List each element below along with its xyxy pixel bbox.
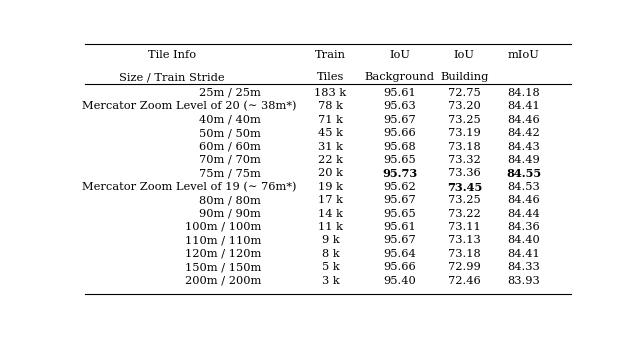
Text: 72.75: 72.75: [448, 88, 481, 98]
Text: 50m / 50m: 50m / 50m: [199, 128, 261, 138]
Text: 95.62: 95.62: [383, 182, 416, 192]
Text: 17 k: 17 k: [318, 195, 343, 205]
Text: Mercator Zoom Level of 20 (∼ 38m*): Mercator Zoom Level of 20 (∼ 38m*): [83, 101, 297, 112]
Text: 95.65: 95.65: [383, 155, 416, 165]
Text: Size / Train Stride: Size / Train Stride: [119, 72, 225, 82]
Text: 84.36: 84.36: [508, 222, 540, 232]
Text: mIoU: mIoU: [508, 50, 540, 60]
Text: 20 k: 20 k: [318, 168, 343, 178]
Text: 95.63: 95.63: [383, 101, 416, 111]
Text: 45 k: 45 k: [318, 128, 343, 138]
Text: 95.67: 95.67: [383, 115, 416, 125]
Text: 11 k: 11 k: [318, 222, 343, 232]
Text: 84.46: 84.46: [508, 115, 540, 125]
Text: 19 k: 19 k: [318, 182, 343, 192]
Text: 8 k: 8 k: [322, 249, 339, 259]
Text: 110m / 110m: 110m / 110m: [185, 235, 261, 245]
Text: 95.67: 95.67: [383, 195, 416, 205]
Text: 100m / 100m: 100m / 100m: [185, 222, 261, 232]
Text: Tiles: Tiles: [317, 72, 344, 82]
Text: 71 k: 71 k: [318, 115, 343, 125]
Text: 120m / 120m: 120m / 120m: [185, 249, 261, 259]
Text: 95.64: 95.64: [383, 249, 416, 259]
Text: 73.13: 73.13: [448, 235, 481, 245]
Text: 73.45: 73.45: [447, 182, 482, 193]
Text: 73.36: 73.36: [448, 168, 481, 178]
Text: 73.11: 73.11: [448, 222, 481, 232]
Text: 25m / 25m: 25m / 25m: [199, 88, 261, 98]
Text: Train: Train: [315, 50, 346, 60]
Text: 73.19: 73.19: [448, 128, 481, 138]
Text: 95.68: 95.68: [383, 142, 416, 151]
Text: 31 k: 31 k: [318, 142, 343, 151]
Text: 84.43: 84.43: [508, 142, 540, 151]
Text: 95.61: 95.61: [383, 222, 416, 232]
Text: 72.46: 72.46: [448, 275, 481, 286]
Text: 90m / 90m: 90m / 90m: [199, 209, 261, 219]
Text: 84.41: 84.41: [508, 101, 540, 111]
Text: Background: Background: [365, 72, 435, 82]
Text: 73.18: 73.18: [448, 249, 481, 259]
Text: 150m / 150m: 150m / 150m: [185, 262, 261, 272]
Text: 14 k: 14 k: [318, 209, 343, 219]
Text: Tile Info: Tile Info: [148, 50, 196, 60]
Text: 5 k: 5 k: [322, 262, 339, 272]
Text: 75m / 75m: 75m / 75m: [199, 168, 261, 178]
Text: 80m / 80m: 80m / 80m: [199, 195, 261, 205]
Text: 70m / 70m: 70m / 70m: [199, 155, 261, 165]
Text: 84.55: 84.55: [506, 168, 541, 179]
Text: Building: Building: [440, 72, 488, 82]
Text: 95.40: 95.40: [383, 275, 416, 286]
Text: 22 k: 22 k: [318, 155, 343, 165]
Text: 78 k: 78 k: [318, 101, 343, 111]
Text: 3 k: 3 k: [322, 275, 339, 286]
Text: 84.53: 84.53: [508, 182, 540, 192]
Text: 84.33: 84.33: [508, 262, 540, 272]
Text: 60m / 60m: 60m / 60m: [199, 142, 261, 151]
Text: 73.32: 73.32: [448, 155, 481, 165]
Text: 84.46: 84.46: [508, 195, 540, 205]
Text: 9 k: 9 k: [322, 235, 339, 245]
Text: 95.73: 95.73: [382, 168, 417, 179]
Text: 84.44: 84.44: [508, 209, 540, 219]
Text: 84.40: 84.40: [508, 235, 540, 245]
Text: 73.20: 73.20: [448, 101, 481, 111]
Text: 72.99: 72.99: [448, 262, 481, 272]
Text: 95.61: 95.61: [383, 88, 416, 98]
Text: 84.49: 84.49: [508, 155, 540, 165]
Text: 200m / 200m: 200m / 200m: [185, 275, 261, 286]
Text: 95.66: 95.66: [383, 262, 416, 272]
Text: 83.93: 83.93: [508, 275, 540, 286]
Text: 84.41: 84.41: [508, 249, 540, 259]
Text: 73.25: 73.25: [448, 195, 481, 205]
Text: 40m / 40m: 40m / 40m: [199, 115, 261, 125]
Text: 73.25: 73.25: [448, 115, 481, 125]
Text: IoU: IoU: [389, 50, 410, 60]
Text: 183 k: 183 k: [314, 88, 346, 98]
Text: 84.42: 84.42: [508, 128, 540, 138]
Text: 95.65: 95.65: [383, 209, 416, 219]
Text: 95.66: 95.66: [383, 128, 416, 138]
Text: IoU: IoU: [454, 50, 475, 60]
Text: Mercator Zoom Level of 19 (∼ 76m*): Mercator Zoom Level of 19 (∼ 76m*): [83, 182, 297, 192]
Text: 73.18: 73.18: [448, 142, 481, 151]
Text: 95.67: 95.67: [383, 235, 416, 245]
Text: 84.18: 84.18: [508, 88, 540, 98]
Text: 73.22: 73.22: [448, 209, 481, 219]
